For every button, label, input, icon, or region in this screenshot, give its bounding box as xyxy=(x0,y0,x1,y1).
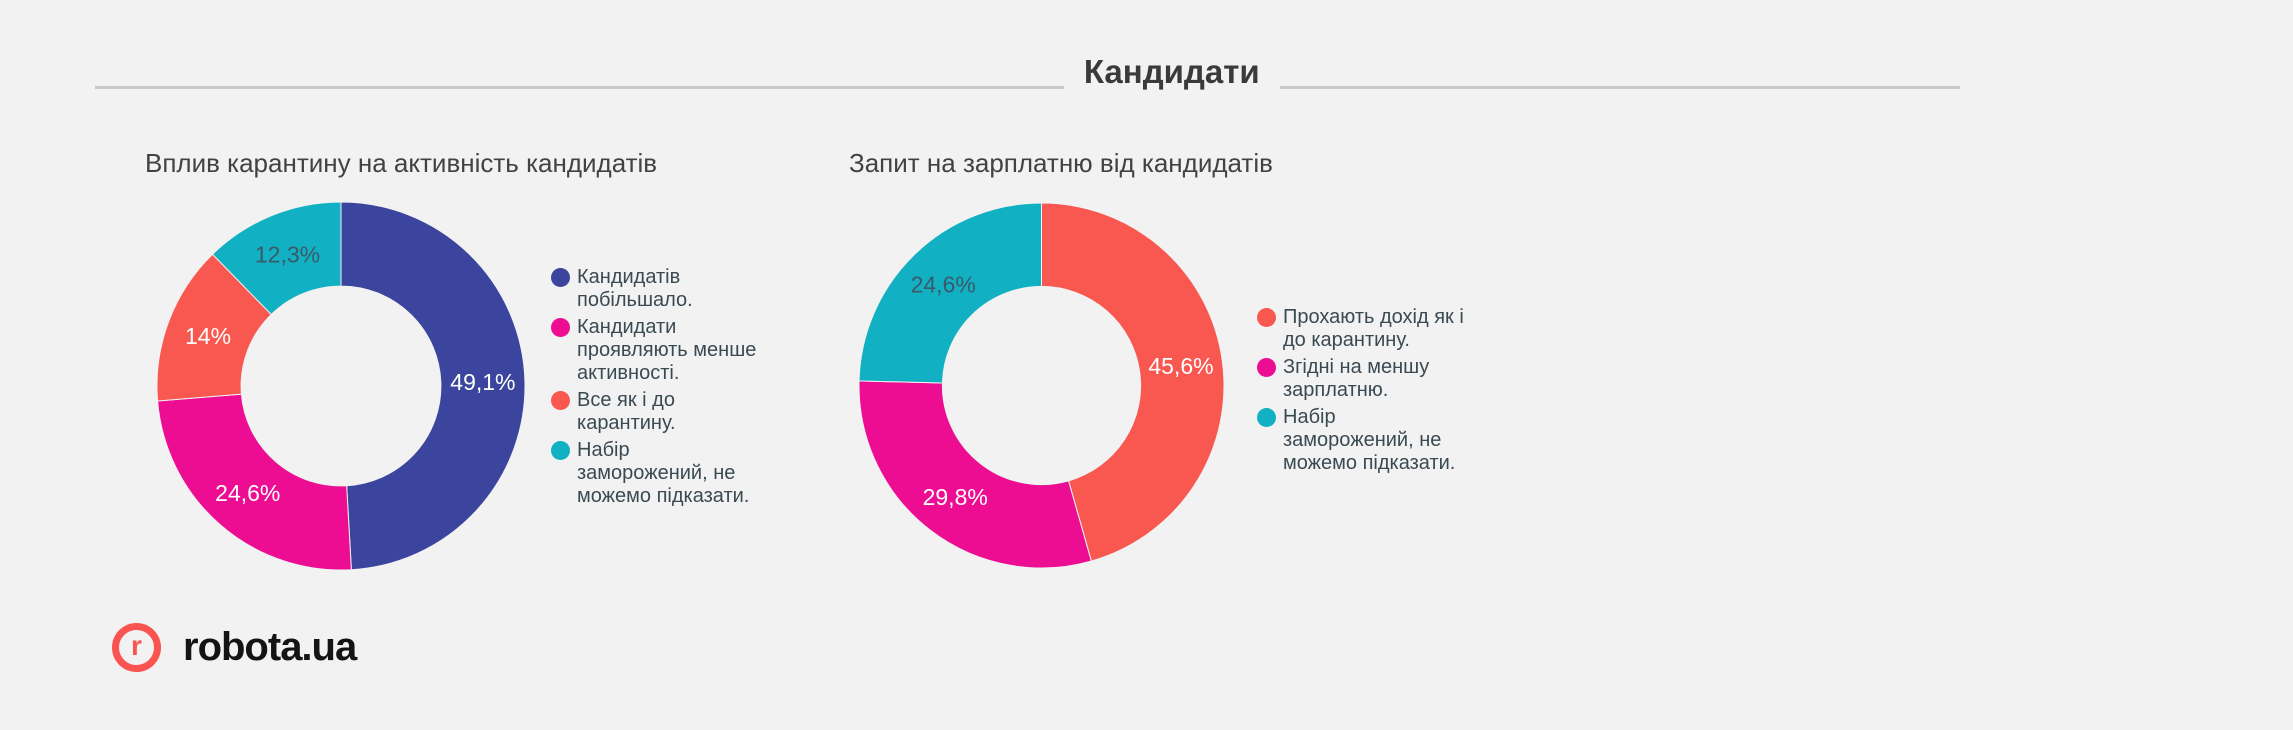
logo-text: robota.ua xyxy=(183,625,357,669)
legend-swatch-icon xyxy=(551,391,570,410)
donut-slice xyxy=(1041,203,1224,562)
legend-candidate-activity: Кандидатів побільшало. Кандидати проявляю… xyxy=(551,266,766,508)
legend-label: Набір заморожений, не можемо підказати. xyxy=(1283,406,1456,474)
logo-r-icon: r xyxy=(112,623,161,672)
donut-slice xyxy=(859,380,1092,568)
legend-label: Прохають дохід як і до карантину. xyxy=(1283,306,1464,351)
slice-value-label: 24,6% xyxy=(911,272,976,298)
slice-value-label: 45,6% xyxy=(1148,353,1213,379)
logo-mark-letter: r xyxy=(131,630,142,661)
donut-chart-salary-request: 45,6% 29,8% 24,6% xyxy=(859,203,1224,568)
slice-value-label: 49,1% xyxy=(450,369,515,395)
legend-item: Все як і до карантину. xyxy=(551,389,766,435)
slice-value-label: 29,8% xyxy=(923,484,988,510)
donut-slice xyxy=(157,393,352,570)
donut-slice xyxy=(340,202,525,570)
logo: r robota.ua xyxy=(112,623,357,672)
donut-slice xyxy=(211,202,342,316)
slice-value-label: 24,6% xyxy=(215,480,280,506)
chart-title-salary-request: Запит на зарплатню від кандидатів xyxy=(849,148,1273,178)
legend-label: Набір заморожений, не можемо підказати. xyxy=(577,439,750,507)
legend-swatch-icon xyxy=(1257,408,1276,427)
legend-swatch-icon xyxy=(551,268,570,287)
donut-slice xyxy=(859,203,1042,384)
legend-swatch-icon xyxy=(1257,358,1276,377)
divider-left xyxy=(95,86,1064,89)
legend-item: Згідні на меншу зарплатню. xyxy=(1257,356,1482,402)
divider-right xyxy=(1279,86,1960,89)
donut-chart-candidate-activity: 49,1% 24,6% 14% 12,3% xyxy=(157,202,525,570)
legend-label: Згідні на меншу зарплатню. xyxy=(1283,356,1430,401)
legend-swatch-icon xyxy=(551,318,570,337)
legend-item: Набір заморожений, не можемо підказати. xyxy=(1257,406,1482,475)
slice-value-label: 14% xyxy=(185,323,231,349)
legend-item: Кандидати проявляють менше активності. xyxy=(551,316,766,385)
legend-item: Набір заморожений, не можемо підказати. xyxy=(551,439,766,508)
legend-item: Кандидатів побільшало. xyxy=(551,266,766,312)
legend-label: Все як і до карантину. xyxy=(577,389,676,434)
chart-title-candidate-activity: Вплив карантину на активність кандидатів xyxy=(145,148,658,178)
legend-salary-request: Прохають дохід як і до карантину. Згідні … xyxy=(1257,306,1482,475)
slice-value-label: 12,3% xyxy=(255,242,320,268)
legend-label: Кандидатів побільшало. xyxy=(577,266,693,311)
legend-label: Кандидати проявляють менше активності. xyxy=(577,316,757,384)
section-title: Кандидати xyxy=(1083,53,1260,90)
section-header: Кандидати xyxy=(95,50,1960,96)
legend-swatch-icon xyxy=(551,441,570,460)
legend-swatch-icon xyxy=(1257,308,1276,327)
legend-item: Прохають дохід як і до карантину. xyxy=(1257,306,1482,352)
